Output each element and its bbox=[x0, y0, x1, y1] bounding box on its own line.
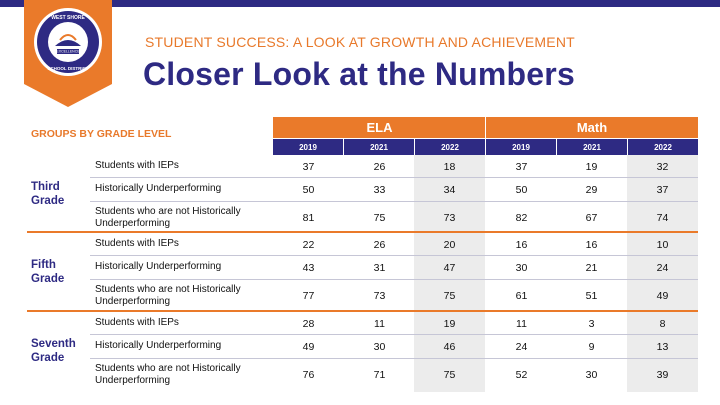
table-cell: 16 bbox=[585, 239, 598, 251]
table-cell: 30 bbox=[373, 341, 386, 353]
table-cell: 81 bbox=[302, 212, 315, 224]
table-cell: 16 bbox=[515, 239, 528, 251]
table-cell: 52 bbox=[515, 369, 528, 381]
group-divider bbox=[485, 117, 486, 155]
table-row bbox=[90, 178, 698, 202]
table-row bbox=[90, 312, 698, 335]
table-cell: 61 bbox=[515, 290, 528, 302]
table-cell: 26 bbox=[373, 239, 386, 251]
table-cell: 8 bbox=[659, 318, 666, 330]
year-header: 2022 bbox=[415, 139, 485, 155]
grade-label: Fifth Grade bbox=[31, 259, 65, 285]
row-label: Students who are not Historically Underp… bbox=[95, 284, 241, 307]
table-cell: 11 bbox=[374, 318, 385, 330]
table-cell: 73 bbox=[443, 212, 456, 224]
table-cell: 47 bbox=[443, 262, 456, 274]
table-row bbox=[90, 233, 698, 256]
logo-bottom-text: SCHOOL DISTRICT bbox=[47, 66, 88, 71]
table-cell: 39 bbox=[656, 369, 669, 381]
row-label: Historically Underperforming bbox=[95, 340, 222, 351]
table-cell: 49 bbox=[656, 290, 669, 302]
table-cell: 77 bbox=[302, 290, 315, 302]
row-label: Students with IEPs bbox=[95, 160, 179, 171]
table-cell: 37 bbox=[656, 184, 669, 196]
table-cell: 51 bbox=[585, 290, 598, 302]
year-header: 2021 bbox=[344, 139, 414, 155]
math-header: Math bbox=[486, 117, 698, 138]
page-title: Closer Look at the Numbers bbox=[143, 56, 575, 92]
logo-top-text: WEST SHORE bbox=[51, 15, 85, 21]
table-cell: 10 bbox=[656, 239, 669, 251]
table-cell: 74 bbox=[656, 212, 669, 224]
table-cell: 3 bbox=[588, 318, 595, 330]
table-cell: 24 bbox=[515, 341, 528, 353]
table-cell: 31 bbox=[373, 262, 386, 274]
table-cell: 73 bbox=[373, 290, 386, 302]
row-label: Historically Underperforming bbox=[95, 261, 222, 272]
row-label: Students who are not Historically Underp… bbox=[95, 363, 241, 386]
table-cell: 37 bbox=[302, 161, 315, 173]
table-cell: 82 bbox=[515, 212, 528, 224]
table-row bbox=[90, 155, 698, 178]
highlight-column-math-2022 bbox=[627, 155, 698, 392]
highlight-column-ela-2022 bbox=[414, 155, 485, 392]
year-header: 2021 bbox=[557, 139, 627, 155]
table-cell: 21 bbox=[585, 262, 598, 274]
section-divider bbox=[27, 310, 698, 312]
year-header: 2019 bbox=[486, 139, 556, 155]
table-cell: 26 bbox=[373, 161, 386, 173]
table-cell: 75 bbox=[443, 290, 456, 302]
row-label: Students with IEPs bbox=[95, 317, 179, 328]
table-cell: 22 bbox=[302, 239, 315, 251]
table-cell: 50 bbox=[515, 184, 528, 196]
table-row bbox=[90, 256, 698, 280]
logo-ribbon-text: EXCELLENCE bbox=[56, 50, 80, 54]
table-cell: 28 bbox=[302, 318, 315, 330]
row-label: Students who are not Historically Underp… bbox=[95, 206, 241, 229]
grade-label: Third Grade bbox=[31, 181, 65, 207]
table-row bbox=[90, 335, 698, 359]
grade-label: Seventh Grade bbox=[31, 338, 76, 364]
table-cell: 29 bbox=[585, 184, 598, 196]
table-cell: 24 bbox=[656, 262, 669, 274]
table-cell: 32 bbox=[656, 161, 669, 173]
table-cell: 30 bbox=[585, 369, 598, 381]
year-header: 2022 bbox=[628, 139, 698, 155]
table-cell: 43 bbox=[302, 262, 315, 274]
table-cell: 30 bbox=[515, 262, 528, 274]
table-cell: 46 bbox=[443, 341, 456, 353]
top-accent-bar bbox=[0, 0, 720, 7]
table-cell: 34 bbox=[443, 184, 456, 196]
table-cell: 18 bbox=[443, 161, 456, 173]
year-header: 2019 bbox=[273, 139, 343, 155]
table-cell: 67 bbox=[585, 212, 598, 224]
row-label: Students with IEPs bbox=[95, 238, 179, 249]
table-cell: 19 bbox=[443, 318, 456, 330]
table-cell: 33 bbox=[373, 184, 386, 196]
section-divider bbox=[27, 231, 698, 233]
table-cell: 49 bbox=[302, 341, 315, 353]
row-label: Historically Underperforming bbox=[95, 183, 222, 194]
table-cell: 71 bbox=[373, 369, 386, 381]
table-cell: 11 bbox=[516, 318, 527, 330]
table-cell: 37 bbox=[515, 161, 528, 173]
table-cell: 76 bbox=[302, 369, 315, 381]
ela-header: ELA bbox=[273, 117, 486, 138]
table-cell: 50 bbox=[302, 184, 315, 196]
table-cell: 75 bbox=[443, 369, 456, 381]
table-cell: 13 bbox=[656, 341, 669, 353]
table-cell: 20 bbox=[443, 239, 456, 251]
table-cell: 9 bbox=[588, 341, 595, 353]
table-cell: 19 bbox=[585, 161, 598, 173]
table-cell: 75 bbox=[373, 212, 386, 224]
groups-label: GROUPS BY GRADE LEVEL bbox=[31, 128, 172, 140]
district-logo: EXCELLENCE WEST SHORE SCHOOL DISTRICT bbox=[24, 0, 112, 107]
page-subtitle: STUDENT SUCCESS: A LOOK AT GROWTH AND AC… bbox=[145, 34, 575, 50]
